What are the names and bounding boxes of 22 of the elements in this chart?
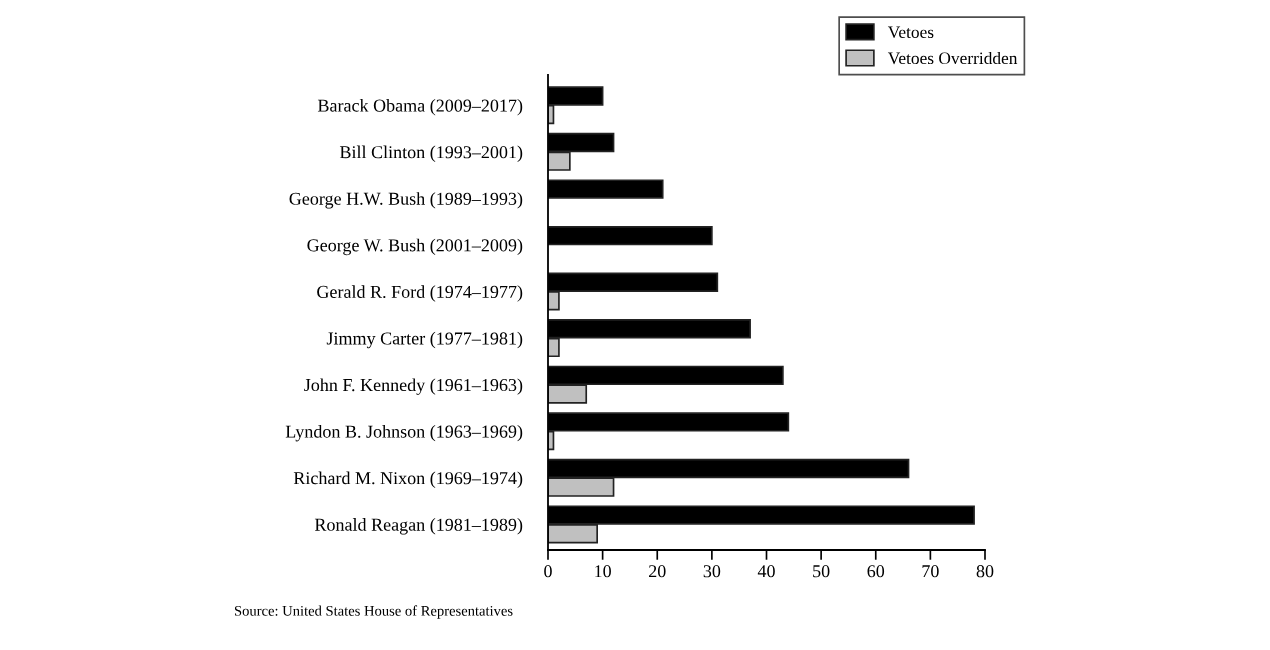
x-tick-label: 30 [703,565,721,578]
y-tick-label: Gerald R. Ford (1974–1977) [317,285,523,302]
x-tick-label: 20 [649,565,666,578]
source-note: Source: United States House of Representatives [234,605,513,619]
y-tick-label: Jimmy Carter (1977–1981) [326,331,523,349]
legend-label: Vetoes [887,26,934,39]
x-tick-label: 80 [976,565,994,578]
x-tick-label: 60 [867,565,885,578]
y-tick-label: Lyndon B. Johnson (1963–1969) [285,424,523,442]
x-tick-label: 40 [757,565,775,578]
x-tick-label: 0 [544,565,552,578]
x-tick-label: 50 [813,565,830,578]
y-tick-label: Barack Obama (2009–2017) [317,99,523,116]
y-tick-label: Richard M. Nixon (1969–1974) [293,471,523,488]
x-tick-label: 10 [595,565,611,578]
y-tick-label: George H.W. Bush (1989–1993) [289,192,523,209]
x-tick-label: 70 [922,565,939,578]
y-tick-label: Ronald Reagan (1981–1989) [314,518,523,535]
y-tick-label: John F. Kennedy (1961–1963) [304,378,523,395]
y-tick-label: Bill Clinton (1993–2001) [339,145,523,162]
y-tick-label: George W. Bush (2001–2009) [307,238,523,256]
legend-label: Vetoes Overridden [887,51,1018,65]
